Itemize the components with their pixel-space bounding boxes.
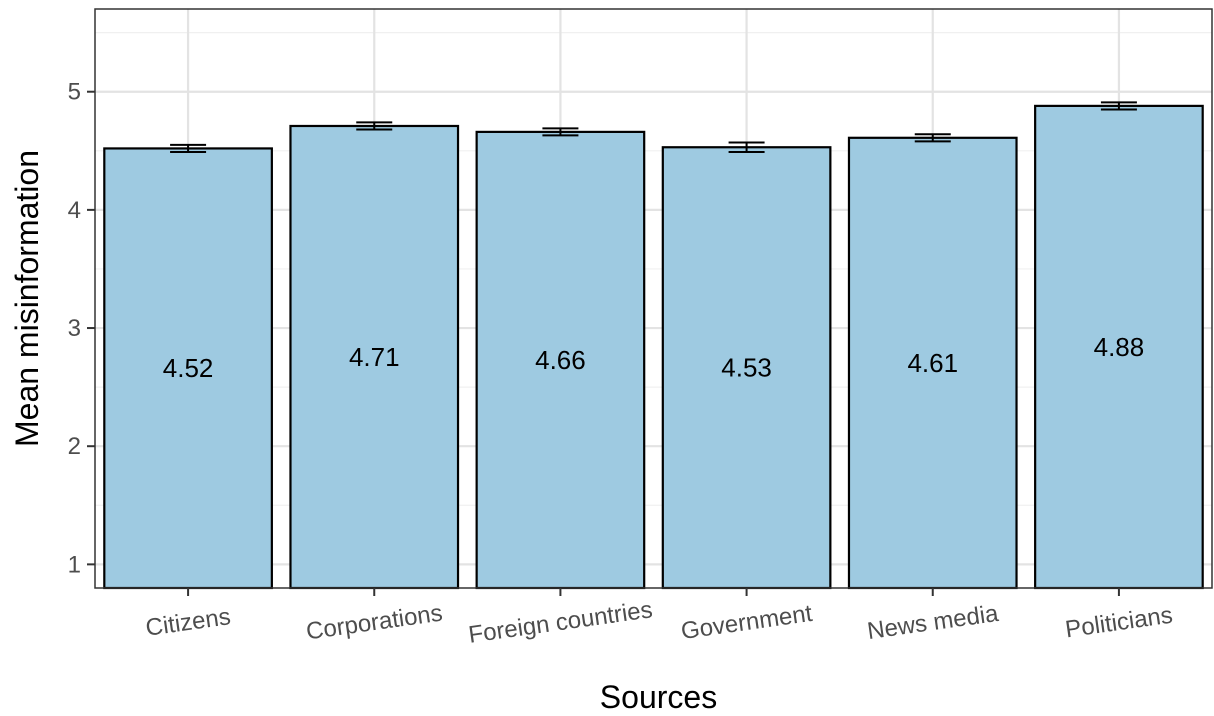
x-axis-title: Sources [600, 679, 717, 715]
data-labels: 4.52 4.71 4.66 4.53 4.61 4.88 [163, 332, 1144, 383]
error-bar [728, 141, 765, 153]
bar-foreign-countries [475, 130, 646, 590]
x-tick-label: Citizens [144, 603, 232, 642]
data-label: 4.52 [163, 353, 214, 383]
error-bar [914, 133, 951, 143]
error-bar [542, 127, 579, 137]
data-label: 4.53 [721, 353, 772, 383]
x-tick-label: News media [866, 600, 1001, 645]
y-axis-title: Mean misinformation [9, 150, 45, 447]
error-bar [170, 143, 207, 153]
panel-border [94, 8, 1213, 589]
error-bar [1100, 101, 1137, 111]
error-bar [356, 121, 393, 131]
data-label: 4.61 [907, 348, 958, 378]
grid [95, 9, 1212, 588]
y-tick-label: 2 [68, 433, 81, 460]
bar-corporations [289, 124, 460, 590]
y-tick-label: 1 [68, 551, 81, 578]
bar-news-media [847, 136, 1018, 590]
bar-government [661, 146, 832, 590]
y-tick-label: 4 [68, 197, 81, 224]
data-label: 4.71 [349, 342, 400, 372]
error-bars [170, 101, 1137, 153]
y-tick-label: 3 [68, 315, 81, 342]
y-tick-label: 5 [68, 79, 81, 106]
data-label: 4.66 [535, 345, 586, 375]
data-label: 4.88 [1094, 332, 1145, 362]
x-tick-label: Corporations [304, 600, 444, 646]
x-tick-label: Politicians [1064, 602, 1175, 644]
panel-background [95, 9, 1212, 588]
x-tick-label: Foreign countries [467, 596, 654, 649]
x-tick-label: Government [679, 600, 814, 645]
